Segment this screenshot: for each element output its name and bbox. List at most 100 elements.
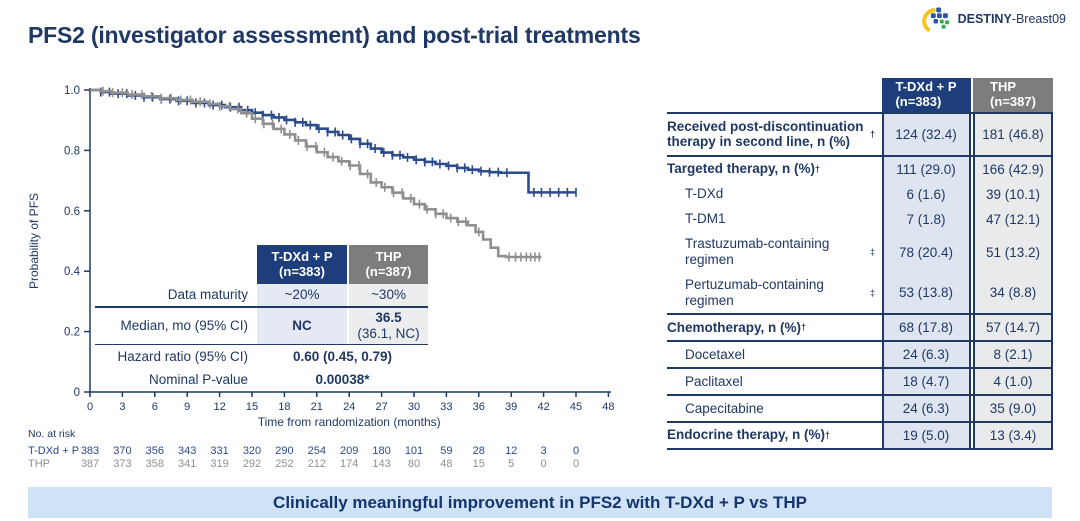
table-row: Endocrine therapy, n (%) † 19 (5.0) 13 (3.4… <box>667 422 1053 448</box>
at-risk-value: 5 <box>508 458 514 470</box>
page-title: PFS2 (investigator assessment) and post-… <box>28 22 641 48</box>
row-value-thp: 51 (13.2) <box>973 231 1053 273</box>
stats-maturity-thp: ~30% <box>349 284 428 306</box>
stats-col-header-thp: THP (n=387) <box>349 245 428 284</box>
logo-text: DESTINY-Breast09 <box>958 12 1066 26</box>
row-label: Trastuzumab-containing regimen ‡ <box>685 236 875 268</box>
at-risk-value: 3 <box>541 445 547 457</box>
row-label: Chemotherapy, n (%) † <box>667 319 807 335</box>
at-risk-value: 80 <box>408 458 420 470</box>
row-value-tdxd: 7 (1.8) <box>881 206 971 232</box>
stats-pvalue-value: 0.00038* <box>315 371 370 387</box>
at-risk-value: 290 <box>275 445 293 457</box>
table-row: Targeted therapy, n (%) † 111 (29.0) 166 (4… <box>667 156 1053 182</box>
table-row: Capecitabine 24 (6.3) 35 (9.0) <box>667 396 1053 421</box>
x-tick-label: 9 <box>184 401 190 413</box>
at-risk-row-label: T-DXd + P <box>28 445 79 457</box>
row-value-thp: 8 (2.1) <box>973 342 1053 368</box>
stats-hazard-value: 0.60 (0.45, 0.79) <box>292 348 393 364</box>
at-risk-value: 252 <box>275 458 293 470</box>
destiny-breast09-logo: DESTINY-Breast09 <box>921 6 1066 32</box>
x-tick-label: 42 <box>537 401 549 413</box>
at-risk-value: 358 <box>146 458 164 470</box>
y-tick-label: 0.6 <box>64 206 80 218</box>
stats-median-thp: 36.5 (36.1, NC) <box>349 307 428 344</box>
at-risk-row-label: THP <box>28 458 50 470</box>
row-value-tdxd: 68 (17.8) <box>881 315 971 341</box>
x-tick-label: 3 <box>119 401 125 413</box>
logo-text-bold: DESTINY <box>957 12 1012 26</box>
row-value-tdxd: 18 (4.7) <box>881 369 971 395</box>
x-tick-label: 45 <box>570 401 582 413</box>
row-value-thp: 4 (1.0) <box>973 369 1053 395</box>
table-row: Chemotherapy, n (%) † 68 (17.8) 57 (14.7) <box>667 315 1053 341</box>
x-tick-label: 27 <box>375 401 387 413</box>
conclusion-banner: Clinically meaningful improvement in PFS… <box>28 487 1052 518</box>
table-col-header-thp: THP (n=387) <box>973 78 1053 112</box>
row-value-thp: 57 (14.7) <box>973 315 1053 341</box>
y-tick-label: 0.4 <box>64 266 81 278</box>
table-divider <box>667 394 1053 397</box>
row-label: Endocrine therapy, n (%) † <box>667 427 831 443</box>
table-row: Trastuzumab-containing regimen ‡ 78 (20.4)… <box>667 231 1053 273</box>
km-curve-THP <box>90 88 542 259</box>
at-risk-value: 319 <box>210 458 228 470</box>
at-risk-value: 174 <box>340 458 358 470</box>
at-risk-title: No. at risk <box>28 428 76 440</box>
at-risk-value: 383 <box>81 445 99 457</box>
table-divider <box>667 447 1053 450</box>
row-value-thp: 181 (46.8) <box>973 114 1053 155</box>
stats-maturity-tdxd: ~20% <box>257 284 347 306</box>
at-risk-value: 59 <box>440 445 452 457</box>
row-value-tdxd: 24 (6.3) <box>881 396 971 421</box>
at-risk-value: 0 <box>541 458 547 470</box>
x-tick-label: 30 <box>408 401 420 413</box>
at-risk-value: 209 <box>340 445 358 457</box>
stats-label-median: Median, mo (95% CI) <box>120 317 248 333</box>
stats-label-hazard: Hazard ratio (95% CI) <box>117 348 248 364</box>
y-axis-title: Probability of PFS <box>27 193 41 289</box>
x-tick-label: 18 <box>278 401 290 413</box>
table-row: T-DM1 7 (1.8) 47 (12.1) <box>667 206 1053 232</box>
row-value-thp: 13 (3.4) <box>973 422 1053 448</box>
at-risk-value: 0 <box>573 458 579 470</box>
x-tick-label: 36 <box>473 401 485 413</box>
table-divider <box>667 112 1053 114</box>
at-risk-value: 320 <box>243 445 261 457</box>
at-risk-value: 180 <box>372 445 390 457</box>
table-row: Docetaxel 24 (6.3) 8 (2.1) <box>667 342 1053 368</box>
at-risk-value: 387 <box>81 458 99 470</box>
table-col-header-tdxd: T-DXd + P (n=383) <box>881 78 971 112</box>
row-value-tdxd: 24 (6.3) <box>881 342 971 368</box>
km-chart: 1.00.80.60.40.200 3 6 9 12 15 18 21 24 27 30 33 36 39… <box>27 85 615 470</box>
row-value-thp: 39 (10.1) <box>973 181 1053 207</box>
stats-col-header-tdxd: T-DXd + P (n=383) <box>257 245 347 284</box>
row-label: Docetaxel <box>685 346 746 362</box>
row-label: Pertuzumab-containing regimen ‡ <box>685 276 875 308</box>
post-trial-treatments-table: T-DXd + P (n=383) THP (n=387) Received post-… <box>667 78 1053 450</box>
stats-divider <box>95 306 428 308</box>
x-tick-label: 48 <box>602 401 614 413</box>
row-value-tdxd: 19 (5.0) <box>881 422 971 448</box>
x-tick-label: 33 <box>440 401 452 413</box>
stats-divider <box>95 343 428 345</box>
x-tick-label: 21 <box>311 401 323 413</box>
at-risk-value: 212 <box>308 458 326 470</box>
x-tick-label: 0 <box>87 401 93 413</box>
at-risk-value: 343 <box>178 445 196 457</box>
y-tick-label: 1.0 <box>64 85 80 97</box>
row-label: Received post-discontinuation therapy in… <box>667 118 875 150</box>
at-risk-value: 28 <box>473 445 485 457</box>
y-tick-label: 0 <box>74 387 80 399</box>
at-risk-value: 356 <box>146 445 164 457</box>
destiny-logo-icon <box>921 7 949 32</box>
logo-text-rest: -Breast09 <box>1011 12 1066 26</box>
table-divider <box>667 313 1053 316</box>
stats-median-tdxd: NC <box>257 307 347 344</box>
stats-header-spacer <box>95 245 255 284</box>
at-risk-value: 331 <box>210 445 228 457</box>
x-tick-label: 15 <box>246 401 258 413</box>
row-label: Paclitaxel <box>685 373 743 389</box>
x-axis-title: Time from randomization (months) <box>258 415 441 429</box>
